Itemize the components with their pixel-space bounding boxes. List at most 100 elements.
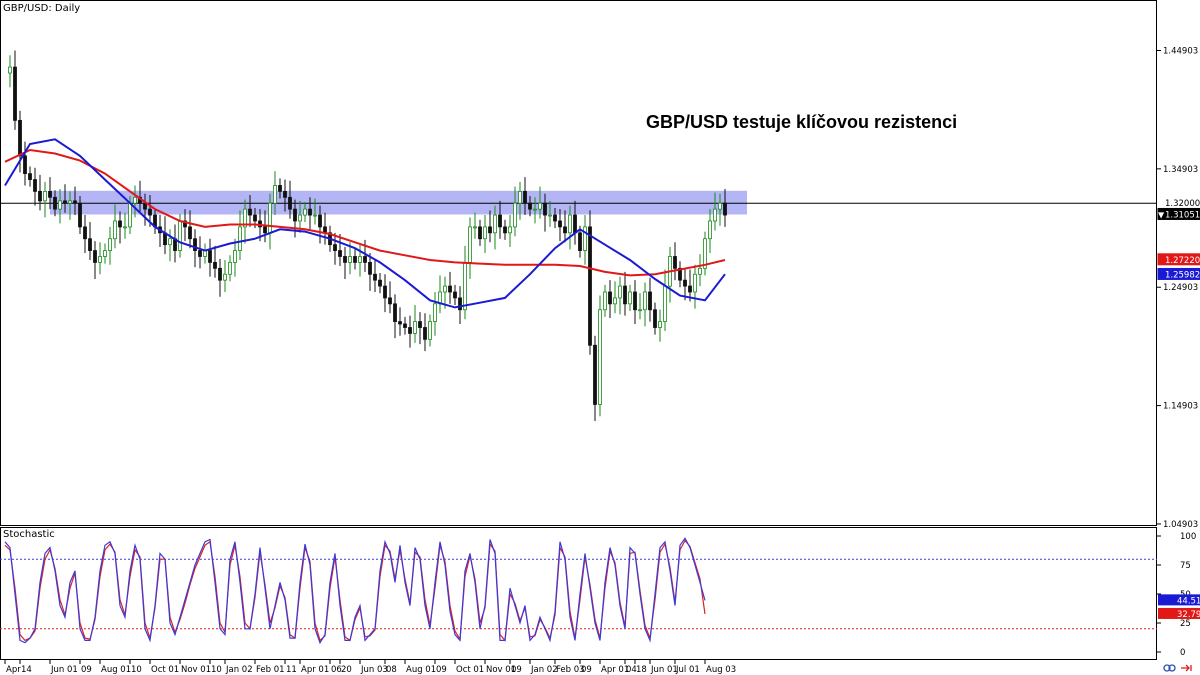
time-axis-label: 10 [211,665,222,675]
price-bar [313,214,317,217]
price-bar [33,179,37,192]
price-bar [193,238,197,251]
price-bar [208,250,212,263]
price-label-background [1157,267,1200,280]
price-bar [408,327,412,334]
time-axis-label: Nov 01 [181,665,211,675]
stochastic-axis-label: 75 [1180,561,1191,571]
time-axis-label: 06 [331,665,342,675]
stochastic-panel[interactable] [0,527,1157,660]
link-icon[interactable] [1163,664,1176,672]
resistance-zone [50,190,747,215]
price-bar [598,309,602,405]
scroll-right-icon[interactable] [1181,664,1192,672]
time-axis-label: 09 [581,665,592,675]
price-bar [293,208,297,222]
price-bar [703,238,707,269]
price-bar [118,220,122,228]
price-bar [498,214,502,228]
price-panel[interactable] [0,0,1157,526]
price-bar [273,185,277,204]
price-bar [238,226,242,251]
price-bar [573,214,577,234]
price-bar [443,285,447,293]
price-bar [233,250,237,263]
time-axis-label: Jun 03 [360,665,388,675]
price-bar [308,208,312,216]
price-axis-label: 1.34903 [1163,165,1198,175]
price-label-text: 1.25982 [1165,270,1200,280]
price-axis-label: 1.04903 [1163,520,1198,530]
price-bar [558,220,562,228]
price-bar [568,214,572,234]
price-bar [283,190,287,198]
price-label-background [1157,253,1200,266]
price-bar [23,155,27,175]
time-axis-label: Apr 01 [601,665,629,675]
time-axis-label: Jun 01 [650,665,678,675]
price-bar [493,214,497,234]
time-axis-label: Jun 01 [50,665,78,675]
time-axis-label: 09 [436,665,447,675]
price-bar [363,256,367,263]
price-bar [403,323,407,328]
price-bar [478,226,482,240]
price-bar [608,291,612,305]
price-label-text: 1.27220 [1165,256,1200,266]
stochastic-value-box: 44.51 [1158,594,1200,606]
stochastic-k-line [4,537,706,645]
price-label-background [1157,207,1200,220]
price-label-box: 1.32000 [1157,196,1200,209]
price-bar [18,119,22,157]
time-axis-label: Aug 01 [101,665,131,675]
time-axis-label: 11 [286,665,297,675]
stochastic-title: Stochastic [3,529,55,540]
price-bar [713,208,717,222]
price-bar [663,285,667,322]
price-bar [228,262,232,275]
price-bar [63,200,67,204]
time-axis-label: 18 [636,665,647,675]
stochastic-axis-label: 25 [1180,619,1191,629]
price-bar [43,190,47,202]
price-bar [148,208,152,216]
price-bar [73,200,77,204]
price-bar [648,291,652,311]
time-axis-label: Feb 01 [256,665,285,675]
price-bar [623,285,627,305]
price-bar [393,303,397,322]
time-axis-label: Jan 02 [530,665,558,675]
price-bar [563,226,567,234]
price-bar [508,226,512,234]
price-bar [248,208,252,216]
moving-average-fast-line [4,138,726,309]
price-bar [658,321,662,328]
price-bar [698,267,702,275]
moving-average-slow-line [4,148,726,277]
price-bar [178,220,182,251]
price-label-box: 1.25982 [1157,267,1200,280]
price-bar [428,321,432,340]
price-bar [463,262,467,311]
price-bar [198,250,202,257]
price-bar [128,202,132,228]
price-bar [593,344,597,405]
time-axis-label: Aug 03 [706,665,736,675]
price-bar [383,285,387,299]
price-bar [588,226,592,346]
stochastic-value-text: 44.51 [1177,596,1200,606]
time-axis-label: Jul 01 [675,665,700,675]
price-bar [183,220,187,228]
price-bar [578,232,582,251]
stochastic-value-background [1158,607,1200,619]
price-bar [523,190,527,204]
price-bar [723,202,727,216]
price-bar [708,220,712,240]
price-bar [528,202,532,210]
price-bar [538,202,542,210]
price-bar [693,273,697,293]
price-bar [488,226,492,234]
price-bar [188,226,192,240]
price-bar [618,285,622,299]
